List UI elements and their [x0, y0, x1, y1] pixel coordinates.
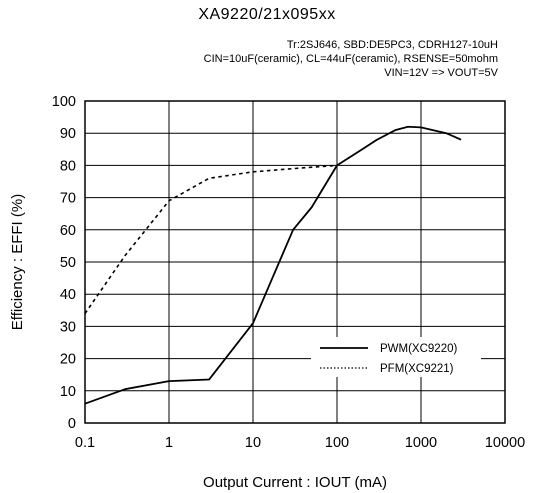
legend-pfm-label: PFM(XC9221): [380, 363, 454, 375]
y-tick-label: 50: [60, 255, 76, 271]
y-tick-label: 70: [60, 191, 76, 207]
x-tick-labels: 0.1 1 10 100 1000 10000: [75, 435, 525, 451]
x-tick-label: 0.1: [75, 435, 95, 451]
x-tick-label: 1000: [405, 435, 437, 451]
y-tick-label: 60: [60, 223, 76, 239]
y-tick-label: 80: [60, 158, 76, 174]
y-tick-label: 20: [60, 352, 76, 368]
x-tick-label: 10: [245, 435, 261, 451]
y-tick-label: 90: [60, 126, 76, 142]
y-tick-label: 10: [60, 384, 76, 400]
y-tick-label: 0: [68, 416, 76, 432]
y-tick-label: 30: [60, 319, 76, 335]
x-tick-label: 10000: [485, 435, 525, 451]
legend-pwm-label: PWM(XC9220): [380, 343, 457, 355]
x-tick-label: 1: [165, 435, 173, 451]
x-tick-label: 100: [325, 435, 349, 451]
legend: PWM(XC9220) PFM(XC9221): [311, 337, 481, 377]
y-tick-label: 100: [52, 94, 76, 110]
y-axis-label: Efficiency : EFFI (%): [9, 194, 26, 330]
x-axis-label: Output Current : IOUT (mA): [203, 474, 387, 491]
y-tick-labels: 0 10 20 30 40 50 60 70 80 90 100: [52, 94, 76, 432]
y-tick-label: 40: [60, 287, 76, 303]
pfm-series-line: [85, 165, 337, 313]
